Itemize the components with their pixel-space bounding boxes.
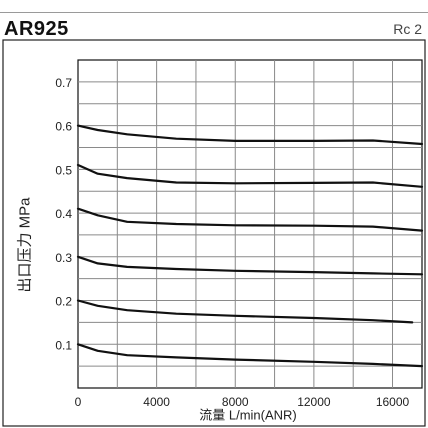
series-line-2: [76, 299, 414, 324]
x-tick-label: 0: [75, 395, 82, 409]
top-strip: [0, 0, 428, 20]
x-tick-label: 12000: [297, 395, 331, 409]
y-axis-title: 出口压力 MPa: [16, 197, 34, 293]
y-tick-label: 0.2: [55, 295, 72, 309]
x-axis-title: 流量 L/min(ANR): [199, 407, 297, 423]
y-tick-label: 0.6: [55, 120, 72, 134]
plot-area: [77, 59, 423, 389]
divider-line: [0, 12, 428, 13]
y-tick-label: 0.4: [55, 207, 72, 221]
series-line-5: [76, 163, 424, 188]
x-tick-label: 16000: [376, 395, 410, 409]
y-tick-label: 0.5: [55, 163, 72, 177]
y-tick-label: 0.1: [55, 338, 72, 352]
chart-frame: [2, 39, 426, 427]
series-line-6: [76, 124, 424, 146]
series-line-3: [76, 255, 424, 276]
series-line-4: [76, 207, 424, 232]
series-line-1: [76, 343, 424, 368]
x-tick-label: 8000: [222, 395, 249, 409]
chart-title: AR925: [4, 18, 69, 40]
x-tick-label: 4000: [143, 395, 170, 409]
port-label: Rc 2: [393, 21, 422, 37]
y-tick-label: 0.3: [55, 251, 72, 265]
y-tick-label: 0.7: [55, 76, 72, 90]
